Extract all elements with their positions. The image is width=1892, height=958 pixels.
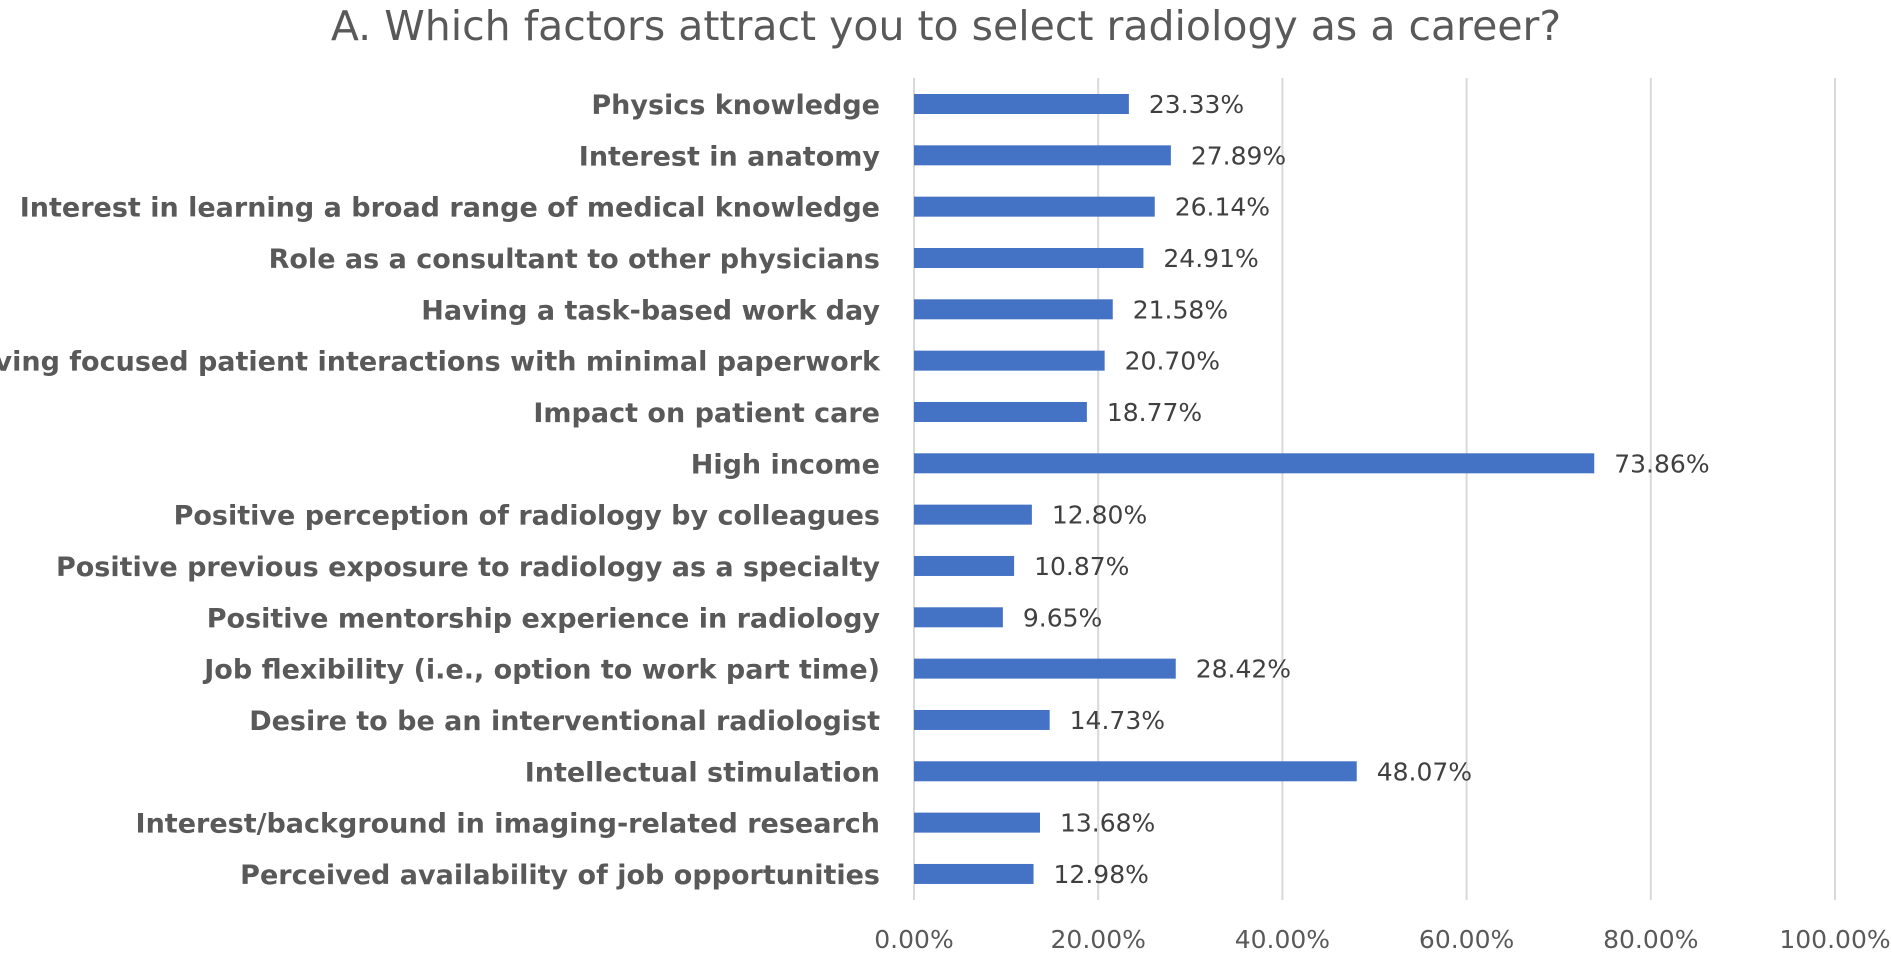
x-tick-label: 100.00% xyxy=(1779,925,1890,954)
category-label: High income xyxy=(691,449,880,480)
chart-title: A. Which factors attract you to select r… xyxy=(331,2,1561,50)
category-label: Desire to be an interventional radiologi… xyxy=(249,706,880,737)
x-tick-label: 20.00% xyxy=(1051,925,1146,954)
category-label: Positive perception of radiology by coll… xyxy=(174,501,880,532)
data-label: 20.70% xyxy=(1125,347,1220,376)
category-label: Having a task-based work day xyxy=(421,295,880,326)
bar xyxy=(914,863,1034,884)
data-label: 73.86% xyxy=(1614,449,1709,478)
category-label: Positive previous exposure to radiology … xyxy=(56,552,880,583)
bar xyxy=(914,196,1155,217)
bar xyxy=(914,504,1032,525)
category-label: Role as a consultant to other physicians xyxy=(269,244,880,275)
bar xyxy=(914,145,1171,166)
x-axis-tick-labels: 0.00% 20.00% 40.00% 60.00% 80.00% 100.00% xyxy=(874,925,1890,954)
category-label: Interest in learning a broad range of me… xyxy=(20,193,880,224)
x-tick-label: 40.00% xyxy=(1235,925,1330,954)
data-label: 18.77% xyxy=(1107,398,1202,427)
category-label: Interest/background in imaging-related r… xyxy=(136,809,880,840)
bars xyxy=(914,94,1595,884)
category-label: Impact on patient care xyxy=(533,398,880,429)
category-label: Positive mentorship experience in radiol… xyxy=(207,603,881,634)
x-tick-label: 60.00% xyxy=(1419,925,1514,954)
bar xyxy=(914,401,1087,422)
category-label: Interest in anatomy xyxy=(579,141,881,172)
data-label: 27.89% xyxy=(1191,141,1286,170)
data-label: 12.98% xyxy=(1054,860,1149,889)
bar xyxy=(914,812,1040,833)
bar xyxy=(914,94,1129,114)
bar xyxy=(914,709,1050,730)
data-label: 48.07% xyxy=(1377,757,1472,786)
category-label: Perceived availability of job opportunit… xyxy=(240,860,880,891)
data-label: 23.33% xyxy=(1149,90,1244,119)
bar xyxy=(914,607,1003,628)
x-tick-label: 80.00% xyxy=(1603,925,1698,954)
bar xyxy=(914,247,1144,268)
bar xyxy=(914,350,1105,371)
data-label: 24.91% xyxy=(1163,244,1258,273)
bar xyxy=(914,761,1357,782)
bar xyxy=(914,453,1595,474)
x-tick-label: 0.00% xyxy=(874,925,953,954)
category-label: Having focused patient interactions with… xyxy=(0,347,881,378)
data-label: 28.42% xyxy=(1196,655,1291,684)
data-label: 26.14% xyxy=(1175,193,1270,222)
category-label: Job flexibility (i.e., option to work pa… xyxy=(202,655,880,686)
category-label: Intellectual stimulation xyxy=(525,757,880,788)
data-label: 12.80% xyxy=(1052,501,1147,530)
bar xyxy=(914,299,1113,320)
category-label: Physics knowledge xyxy=(591,90,880,121)
data-label: 13.68% xyxy=(1060,809,1155,838)
bar xyxy=(914,555,1015,576)
value-labels: 23.33% 27.89% 26.14% 24.91% 21.58% 20.70% 18.7… xyxy=(1023,90,1710,889)
bar xyxy=(914,658,1176,679)
data-label: 9.65% xyxy=(1023,603,1102,632)
data-label: 21.58% xyxy=(1133,295,1228,324)
category-labels: Physics knowledge Interest in anatomy Inte… xyxy=(0,90,881,891)
data-label: 14.73% xyxy=(1070,706,1165,735)
data-label: 10.87% xyxy=(1034,552,1129,581)
